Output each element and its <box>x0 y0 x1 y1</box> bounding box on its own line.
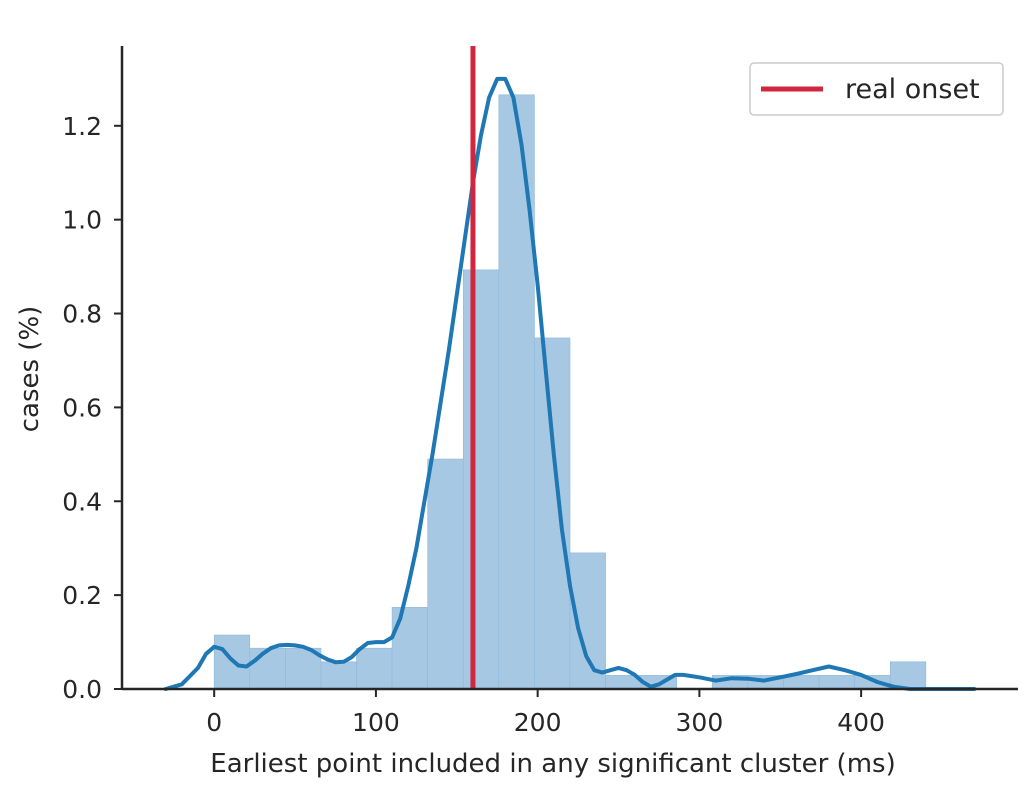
y-tick-label: 0.6 <box>62 393 102 422</box>
y-tick-label: 1.0 <box>62 206 102 235</box>
y-tick-label: 0.2 <box>62 581 102 610</box>
x-axis-label: Earliest point included in any significa… <box>210 749 895 779</box>
x-tick-label: 0 <box>206 708 222 737</box>
y-axis-label: cases (%) <box>15 306 45 433</box>
x-axis-ticks: 0 100 200 300 400 <box>206 689 885 737</box>
y-tick-label: 1.2 <box>62 112 102 141</box>
x-tick-label: 200 <box>514 708 562 737</box>
histogram-bar <box>356 647 393 690</box>
histogram-bar <box>462 269 500 690</box>
y-axis-ticks: 0.0 0.2 0.4 0.6 0.8 1.0 1.2 <box>62 112 122 704</box>
x-tick-label: 400 <box>837 708 885 737</box>
histogram-bar <box>427 458 464 690</box>
histogram-bar <box>320 661 357 690</box>
y-tick-label: 0.0 <box>62 675 102 704</box>
legend: real onset <box>749 62 1004 116</box>
x-tick-label: 100 <box>352 708 400 737</box>
histogram-bar <box>818 675 855 690</box>
legend-frame <box>749 62 1004 116</box>
histogram-bar <box>249 647 286 690</box>
histogram-bar <box>498 94 535 690</box>
y-tick-label: 0.8 <box>62 300 102 329</box>
histogram-bars <box>213 94 927 690</box>
histogram-bar <box>534 337 571 690</box>
y-tick-label: 0.4 <box>62 487 102 516</box>
histogram-bar <box>391 607 428 690</box>
kde-curve <box>163 76 977 691</box>
x-tick-label: 300 <box>676 708 724 737</box>
histogram-bar <box>889 661 927 690</box>
histogram-bar <box>285 647 322 690</box>
legend-label-real-onset: real onset <box>845 74 980 105</box>
